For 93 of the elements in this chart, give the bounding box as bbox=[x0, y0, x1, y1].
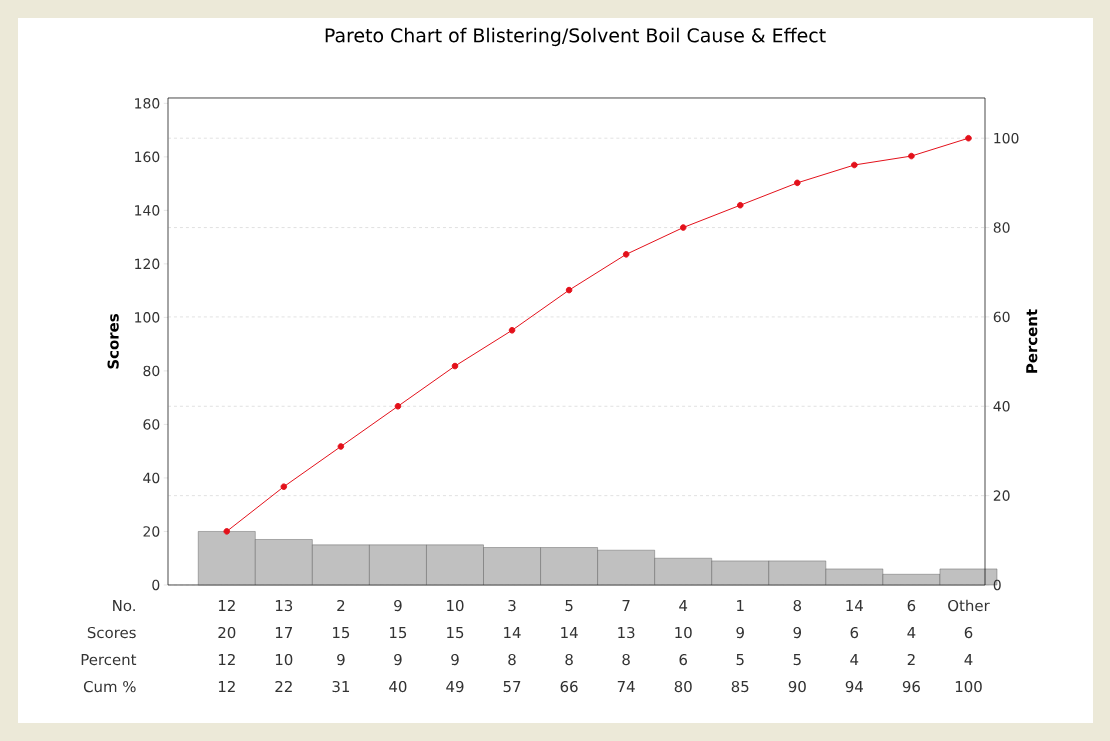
y2-tick-label: 40 bbox=[993, 400, 1010, 412]
data-label: 57 bbox=[503, 681, 521, 693]
x-tick-label: 12 bbox=[218, 599, 235, 611]
y2-axis-title: Percent bbox=[1026, 309, 1038, 373]
data-label: 15 bbox=[447, 627, 464, 639]
data-label: 17 bbox=[275, 627, 293, 638]
text: 8 bbox=[565, 653, 573, 666]
point bbox=[394, 402, 402, 410]
x-tick-label: 13 bbox=[275, 599, 293, 612]
point bbox=[794, 179, 801, 187]
x-tick-label: 7 bbox=[622, 600, 630, 611]
y-tick-label: 40 bbox=[143, 472, 160, 484]
data-label: 4 bbox=[907, 627, 916, 638]
text: 2 bbox=[907, 653, 915, 665]
text: 4 bbox=[850, 654, 859, 665]
data-label: 96 bbox=[902, 680, 920, 693]
y-tick-label: 80 bbox=[143, 365, 160, 377]
data-label: 10 bbox=[675, 626, 692, 639]
text: 6 bbox=[679, 653, 688, 666]
y2-tick-label: 0 bbox=[993, 579, 1001, 591]
point bbox=[565, 286, 573, 294]
y2-tick-label: 100 bbox=[994, 132, 1019, 144]
point bbox=[908, 152, 915, 160]
x-tick-label: 6 bbox=[907, 599, 916, 612]
point bbox=[736, 201, 744, 209]
text: 5 bbox=[793, 654, 801, 666]
text: 4 bbox=[964, 654, 973, 665]
data-label: 14 bbox=[504, 627, 521, 638]
point bbox=[223, 528, 231, 535]
point bbox=[679, 224, 687, 231]
text: 9 bbox=[337, 653, 345, 666]
data-label: 15 bbox=[333, 627, 350, 639]
text: 12 bbox=[218, 653, 235, 665]
data-label: 94 bbox=[845, 680, 863, 693]
chart-title: Pareto Chart of Blistering/Solvent Boil Cause & Effect bbox=[325, 27, 826, 47]
x-tick-label: 3 bbox=[508, 599, 516, 612]
y-tick-label: 100 bbox=[135, 312, 160, 323]
data-label: 13 bbox=[618, 626, 635, 639]
text: Scores bbox=[87, 626, 136, 639]
data-label: 9 bbox=[736, 626, 744, 639]
text: 8 bbox=[508, 653, 516, 666]
x-tick-label: 10 bbox=[447, 599, 464, 612]
y-tick-label: 180 bbox=[135, 98, 160, 109]
point bbox=[451, 362, 459, 370]
x-tick-label: 1 bbox=[737, 600, 744, 611]
data-label: 6 bbox=[964, 626, 973, 639]
text: Percent bbox=[81, 654, 137, 666]
data-label: 31 bbox=[332, 680, 350, 693]
point bbox=[965, 134, 972, 142]
y-tick-label: 60 bbox=[143, 419, 160, 430]
y2-tick-label: 60 bbox=[993, 311, 1010, 323]
x-tick-label: Other bbox=[948, 599, 990, 612]
y-tick-label: 160 bbox=[135, 151, 160, 163]
data-label: 15 bbox=[390, 627, 407, 639]
x-tick-label: 8 bbox=[793, 599, 802, 612]
data-label: 6 bbox=[850, 626, 859, 639]
y-tick-label: 140 bbox=[135, 205, 160, 216]
data-label: 49 bbox=[446, 680, 464, 693]
data-label: 74 bbox=[617, 681, 635, 692]
data-label: 14 bbox=[561, 627, 578, 638]
y-tick-label: 120 bbox=[135, 258, 160, 270]
data-label: 20 bbox=[218, 626, 236, 639]
text: 8 bbox=[622, 653, 630, 666]
data-label: 22 bbox=[275, 680, 292, 692]
point bbox=[622, 251, 630, 258]
y-tick-label: 0 bbox=[152, 579, 160, 591]
data-label: 90 bbox=[788, 680, 806, 693]
text: 9 bbox=[451, 653, 459, 666]
point bbox=[337, 443, 345, 450]
data-label: 66 bbox=[560, 680, 578, 693]
x-tick-label: 5 bbox=[565, 600, 573, 612]
text: 9 bbox=[394, 653, 402, 666]
text: Cum % bbox=[83, 680, 136, 693]
y-tick-label: 20 bbox=[143, 526, 160, 537]
x-tick-label: 14 bbox=[846, 600, 863, 611]
text: 5 bbox=[736, 654, 744, 666]
point bbox=[280, 483, 288, 490]
point bbox=[508, 327, 516, 334]
text: 10 bbox=[275, 653, 293, 666]
x-tick-label: 4 bbox=[679, 600, 688, 611]
data-label: 9 bbox=[793, 626, 801, 639]
x-tick-label: 9 bbox=[394, 599, 402, 612]
x-axis-title: No. bbox=[113, 600, 135, 612]
data-label: 40 bbox=[389, 680, 407, 693]
y-axis-title: Scores bbox=[107, 314, 119, 369]
y2-tick-label: 20 bbox=[993, 490, 1010, 501]
data-label: 100 bbox=[955, 680, 982, 693]
y2-tick-label: 80 bbox=[993, 222, 1010, 233]
data-label: 85 bbox=[731, 680, 749, 693]
data-label: 80 bbox=[674, 680, 692, 693]
point bbox=[851, 161, 858, 169]
x-tick-label: 2 bbox=[337, 599, 345, 611]
data-label: 12 bbox=[218, 680, 235, 692]
